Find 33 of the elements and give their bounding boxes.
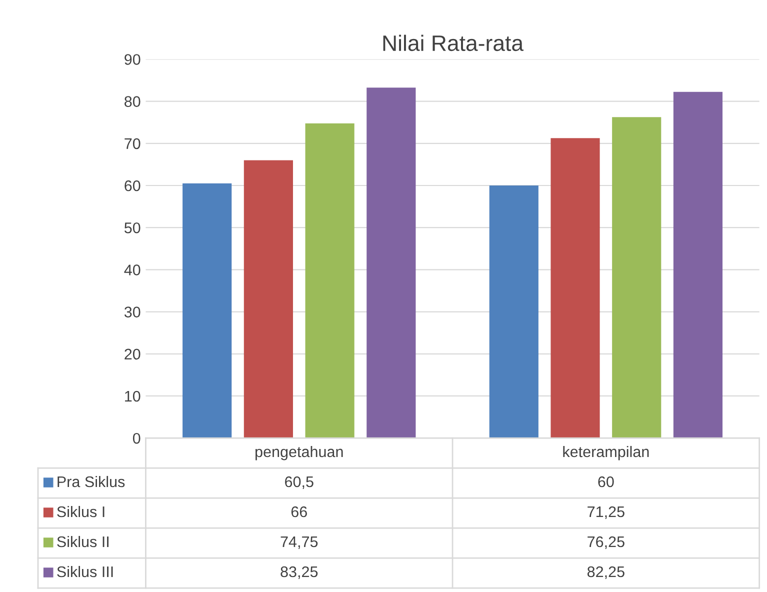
y-tick-label: 60	[124, 180, 140, 192]
y-tick-label: 0	[132, 432, 140, 444]
data-label: 76,25	[588, 536, 624, 549]
y-tick-label: 90	[124, 54, 140, 65]
bar	[673, 92, 723, 438]
data-label: 71,25	[588, 506, 624, 519]
legend-label: Pra Siklus	[58, 476, 125, 488]
data-label: 82,25	[587, 566, 624, 579]
data-label: 60,5	[285, 476, 314, 489]
bar	[244, 160, 293, 438]
y-tick-label: 40	[124, 264, 140, 276]
legend-label: Siklus II	[57, 536, 108, 548]
legend-label: Siklus I	[57, 506, 104, 518]
chart-title: Nilai Rata-rata	[383, 34, 524, 52]
y-tick-label: 50	[124, 222, 140, 234]
bar	[305, 123, 354, 438]
bar	[182, 183, 232, 438]
data-label: 66	[291, 506, 307, 518]
data-label: 74,75	[280, 536, 318, 549]
bar	[489, 185, 538, 438]
bar	[550, 138, 600, 438]
legend-label: Siklus III	[57, 566, 113, 578]
x-tick-label: pengetahuan	[256, 446, 343, 460]
x-tick-label: keterampilan	[563, 446, 649, 460]
bar	[612, 117, 662, 438]
y-tick-label: 10	[125, 390, 140, 402]
bar	[366, 88, 416, 438]
y-tick-label: 30	[124, 306, 140, 318]
y-tick-label: 70	[124, 138, 140, 150]
data-label: 83,25	[280, 566, 318, 579]
y-tick-label: 80	[124, 96, 140, 107]
data-label: 60	[598, 476, 614, 488]
y-tick-label: 20	[124, 348, 140, 360]
